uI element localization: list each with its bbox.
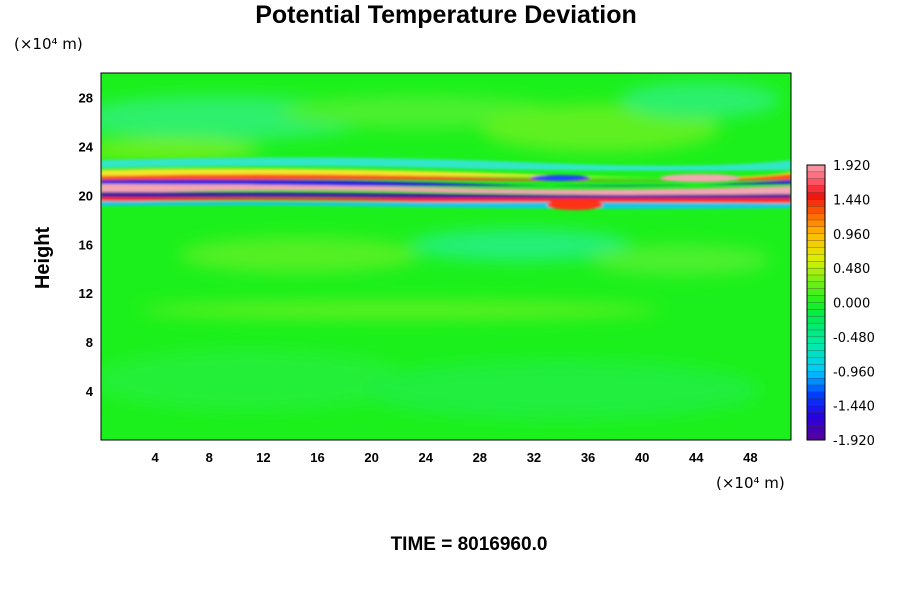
y-axis-label: Height — [32, 227, 54, 290]
colorbar-swatch — [806, 247, 826, 255]
colorbar-swatch — [806, 336, 826, 345]
colorbar-swatch — [806, 398, 826, 407]
colorbar-swatch — [806, 206, 826, 214]
colorbar-swatch — [806, 419, 826, 427]
y-tick-label: 24 — [79, 139, 94, 154]
colorbar-swatch — [806, 364, 826, 372]
colorbar-swatch — [806, 322, 826, 331]
x-tick-label: 44 — [689, 450, 704, 465]
colorbar-swatch — [806, 309, 826, 317]
x-tick-label: 24 — [418, 450, 433, 465]
colorbar-swatch — [806, 405, 826, 413]
colorbar-tick-label: 1.920 — [833, 159, 870, 174]
colorbar-swatch — [806, 226, 826, 235]
x-tick-label: 8 — [206, 450, 213, 465]
colorbar-tick-label: 0.000 — [833, 297, 870, 312]
y-tick-label: 4 — [86, 384, 94, 399]
colorbar-swatch — [806, 377, 826, 386]
colorbar-swatch — [806, 164, 826, 173]
colorbar-swatch — [806, 171, 826, 180]
colorbar-swatch — [806, 426, 826, 434]
colorbar-tick-label: 0.960 — [833, 228, 870, 243]
colorbar-tick-label: 0.480 — [833, 262, 870, 277]
colorbar-swatch — [806, 357, 826, 365]
colorbar-swatch — [806, 371, 826, 379]
colorbar-swatch — [806, 281, 826, 290]
colorbar-tick-label: -0.960 — [833, 365, 875, 380]
colorbar-swatch — [806, 329, 826, 338]
y-tick-label: 12 — [79, 286, 93, 301]
x-tick-label: 16 — [310, 450, 324, 465]
colorbar-swatch — [806, 192, 826, 200]
x-tick-labels: 4 8 12 16 20 24 28 32 36 40 44 48 — [152, 450, 758, 465]
colorbar: 1.920 1.440 0.960 0.480 0.000 -0.480 -0.960 -1.… — [806, 159, 875, 449]
x-tick-label: 12 — [256, 450, 270, 465]
colorbar-swatch — [806, 212, 826, 221]
plot-frame — [100, 72, 792, 441]
colorbar-swatch — [806, 261, 826, 269]
x-tick-label: 32 — [527, 450, 541, 465]
colorbar-swatch — [806, 199, 826, 207]
colorbar-swatch — [806, 391, 826, 400]
colorbar-tick-label: -0.480 — [833, 331, 875, 346]
colorbar-swatch — [806, 343, 826, 352]
x-tick-label: 48 — [743, 450, 757, 465]
colorbar-swatch — [806, 267, 826, 276]
colorbar-swatch — [806, 254, 826, 262]
colorbar-swatch — [806, 240, 826, 248]
colorbar-swatch — [806, 185, 826, 193]
y-tick-labels: 4 8 12 16 20 24 28 — [79, 90, 94, 399]
colorbar-tick-label: 1.440 — [833, 193, 870, 208]
colorbar-swatch — [806, 432, 826, 441]
colorbar-swatch — [806, 316, 826, 324]
y-tick-label: 16 — [79, 237, 93, 252]
y-tick-label: 8 — [86, 335, 93, 350]
x-tick-label: 28 — [473, 450, 487, 465]
colorbar-swatch — [806, 274, 826, 283]
colorbar-swatch — [806, 233, 826, 242]
colorbar-tick-label: -1.440 — [833, 400, 875, 415]
x-tick-label: 40 — [635, 450, 649, 465]
plot-area — [101, 73, 791, 440]
colorbar-swatch — [806, 219, 826, 228]
chart-title: Potential Temperature Deviation — [255, 1, 637, 29]
time-label: TIME = 8016960.0 — [391, 534, 548, 555]
strong-gradient-layer — [101, 157, 791, 210]
x-axis-unit: (×10⁴ m) — [716, 474, 785, 492]
field-background-texture — [101, 82, 780, 420]
colorbar-tick-label: -1.920 — [833, 434, 875, 449]
colorbar-swatch — [806, 288, 826, 297]
x-tick-label: 36 — [581, 450, 595, 465]
y-tick-label: 20 — [79, 188, 93, 203]
colorbar-frame — [806, 164, 826, 441]
colorbar-swatch — [806, 302, 826, 310]
colorbar-swatch — [806, 384, 826, 393]
x-tick-label: 20 — [364, 450, 378, 465]
colorbar-swatch — [806, 350, 826, 358]
x-tick-label: 4 — [152, 450, 160, 465]
colorbar-swatch — [806, 178, 826, 187]
y-tick-label: 28 — [79, 90, 93, 105]
colorbar-swatch — [806, 412, 826, 420]
y-axis-unit: (×10⁴ m) — [14, 35, 83, 53]
colorbar-swatch — [806, 295, 826, 303]
